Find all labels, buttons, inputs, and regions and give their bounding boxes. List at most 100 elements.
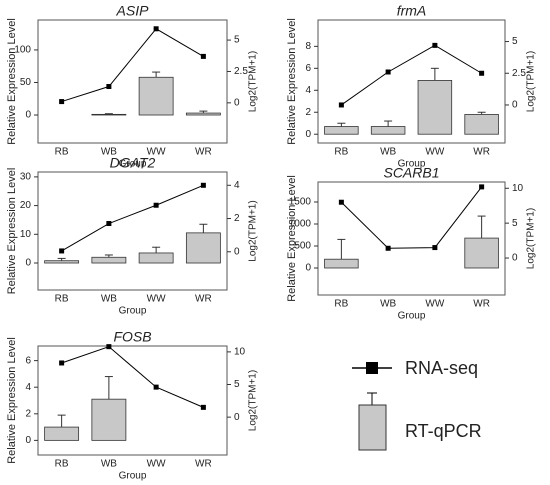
plot-frame [317, 19, 506, 144]
rna-seq-point [200, 53, 206, 59]
plot-frame [37, 345, 228, 456]
x-tick-label: WB [101, 294, 117, 305]
y-tick-label: 0 [25, 258, 31, 269]
y-tick-label: 30 [20, 172, 32, 183]
rna-seq-point [59, 360, 65, 366]
chart-title: SCARB1 [383, 165, 439, 181]
y-tick-label: 2 [25, 408, 31, 419]
y-tick-label: 50 [20, 77, 32, 88]
qpcr-bar [324, 126, 359, 135]
rna-seq-point [106, 84, 112, 90]
legend-label: RNA-seq [405, 358, 478, 378]
rna-seq-point [153, 384, 159, 390]
panel: ASIP 0 50 100 0 2.5 5 Relative Expression Level… [6, 3, 259, 170]
y2-tick-label: 0 [512, 253, 518, 264]
x-tick-label: WR [195, 147, 212, 158]
rna-seq-line [61, 184, 204, 252]
rna-seq-point [59, 248, 65, 254]
x-axis-label: Group [119, 159, 147, 170]
x-tick-label: WW [147, 147, 166, 158]
plot-frame [317, 181, 506, 296]
legend-bar [358, 404, 387, 451]
qpcr-bar [138, 252, 174, 264]
plot-frame [37, 171, 228, 291]
rna-seq-point [106, 344, 112, 350]
chart-title: frmA [397, 3, 427, 19]
panel: frmA 0 2 4 6 8 0 2.5 5 Relative Expression Level L… [286, 3, 537, 170]
x-axis-label: Group [398, 311, 426, 322]
chart-title: DGAT2 [110, 155, 156, 171]
rna-seq-point [200, 404, 206, 410]
qpcr-bar [417, 80, 453, 135]
x-tick-label: RB [334, 147, 348, 158]
qpcr-bar [464, 114, 499, 135]
y-axis-label: Relative Expression Level [6, 337, 18, 464]
x-axis-label: Group [398, 159, 426, 170]
rna-seq-point [479, 184, 485, 190]
x-tick-label: WW [425, 147, 444, 158]
qpcr-bar [185, 112, 221, 116]
rna-seq-point [106, 221, 112, 227]
x-tick-label: WR [195, 459, 212, 470]
qpcr-bar [91, 113, 127, 116]
y-axis-label: Relative Expression Level [6, 168, 18, 295]
panel: DGAT2 0 10 20 30 0 2 4 Relative Expression Level… [6, 155, 259, 317]
y2-tick-label: 0 [512, 100, 518, 111]
qpcr-bar [91, 398, 127, 441]
rna-seq-point [153, 26, 159, 32]
x-tick-label: WB [380, 147, 396, 158]
y2-axis-label: Log2(TPM+1) [248, 370, 259, 431]
x-tick-label: WB [101, 459, 117, 470]
y-tick-label: 500 [294, 241, 311, 252]
x-tick-label: WB [380, 299, 396, 310]
y2-tick-label: 2.5 [512, 68, 526, 79]
x-tick-label: WW [147, 459, 166, 470]
y-tick-label: 0 [305, 263, 311, 274]
y2-tick-label: 10 [234, 347, 246, 358]
x-axis-label: Group [119, 471, 147, 482]
rna-seq-line [341, 186, 483, 249]
qpcr-bar [324, 258, 359, 269]
y-tick-label: 0 [25, 435, 31, 446]
rna-seq-point [59, 99, 65, 105]
y-tick-label: 10 [20, 229, 32, 240]
y2-tick-label: 0 [234, 246, 240, 257]
y-tick-label: 2 [305, 107, 311, 118]
chart-title: FOSB [113, 329, 151, 345]
y-tick-label: 4 [25, 382, 31, 393]
y2-tick-label: 5 [234, 35, 240, 46]
y2-axis-label: Log2(TPM+1) [248, 200, 259, 261]
rna-seq-point [432, 42, 438, 48]
y-tick-label: 8 [305, 41, 311, 52]
y-tick-label: 4 [305, 85, 311, 96]
rna-seq-point [385, 69, 391, 75]
y2-axis-label: Log2(TPM+1) [526, 51, 537, 112]
rna-seq-point [153, 202, 159, 208]
x-tick-label: RB [55, 147, 69, 158]
y2-axis-label: Log2(TPM+1) [248, 51, 259, 112]
y2-tick-label: 2 [234, 213, 240, 224]
rna-seq-point [432, 245, 438, 251]
y2-axis-label: Log2(TPM+1) [526, 208, 537, 269]
legend-label: RT-qPCR [405, 421, 482, 441]
x-tick-label: RB [55, 459, 69, 470]
y2-tick-label: 5 [512, 218, 518, 229]
y-tick-label: 0 [25, 110, 31, 121]
y2-tick-label: 5 [512, 36, 518, 47]
x-tick-label: WW [425, 299, 444, 310]
y-tick-label: 1500 [289, 197, 312, 208]
x-tick-label: WR [195, 294, 212, 305]
panel: FOSB 0 2 4 6 0 5 10 Relative Expression Level Log… [6, 329, 259, 482]
rna-seq-line [341, 44, 482, 106]
legend-marker [366, 362, 378, 374]
y-tick-label: 0 [305, 129, 311, 140]
qpcr-bar [44, 260, 80, 264]
y2-tick-label: 10 [512, 183, 524, 194]
qpcr-bar [91, 256, 127, 264]
y-axis-label: Relative Expression Level [286, 175, 298, 302]
rna-seq-point [479, 70, 485, 76]
legend: RNA-seq RT-qPCR [352, 358, 482, 451]
y-tick-label: 6 [305, 63, 311, 74]
rna-seq-line [61, 346, 204, 408]
